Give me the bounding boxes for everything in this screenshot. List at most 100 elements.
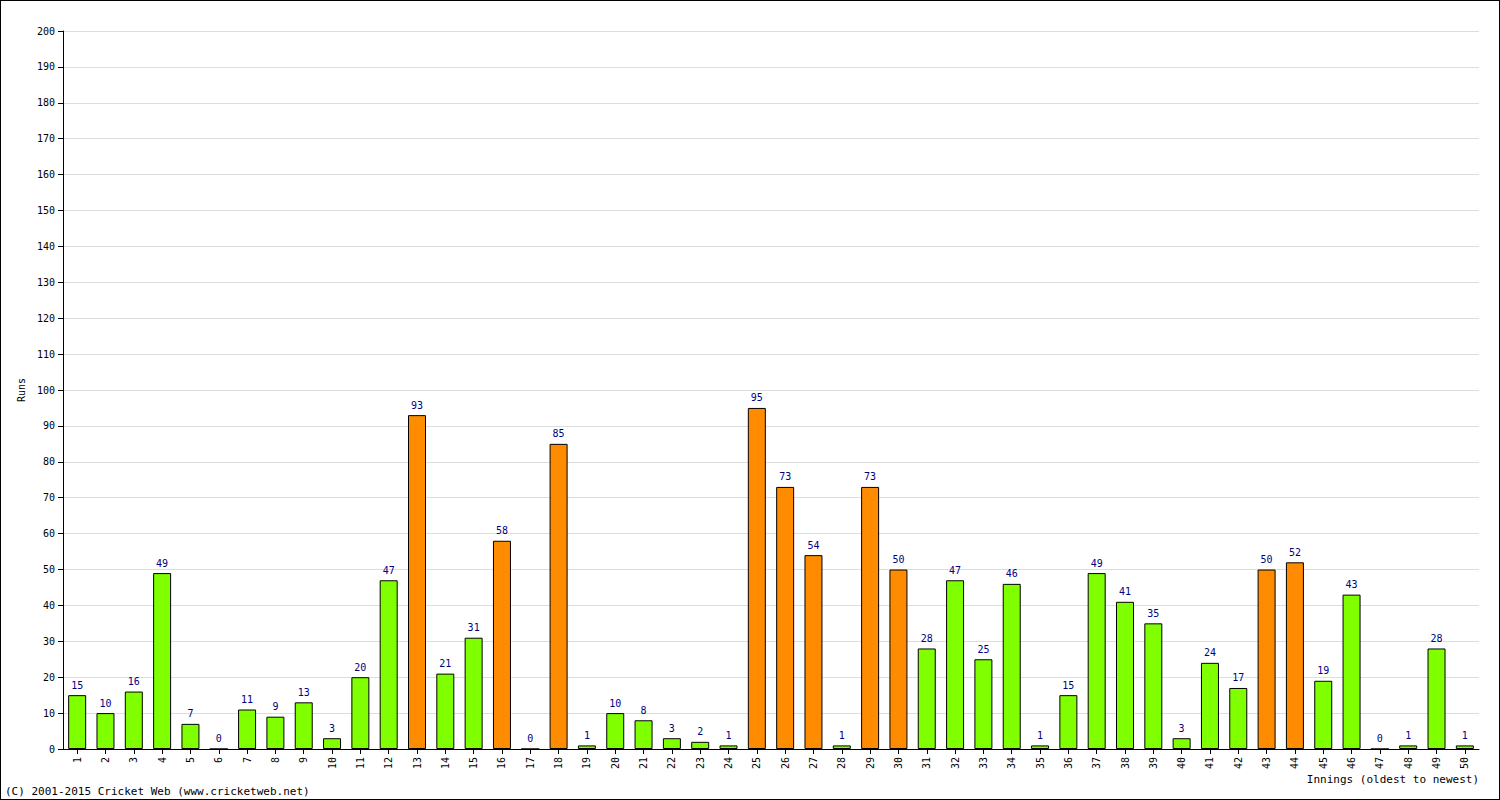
svg-text:12: 12 xyxy=(383,757,394,769)
svg-text:20: 20 xyxy=(354,662,366,673)
svg-text:Runs: Runs xyxy=(16,378,27,402)
svg-text:Innings (oldest to newest): Innings (oldest to newest) xyxy=(1307,773,1479,786)
svg-text:1: 1 xyxy=(1037,730,1043,741)
svg-text:3: 3 xyxy=(1179,723,1185,734)
svg-text:58: 58 xyxy=(496,525,508,536)
svg-text:70: 70 xyxy=(43,492,55,503)
svg-text:6: 6 xyxy=(213,757,224,763)
svg-text:30: 30 xyxy=(893,757,904,769)
svg-text:28: 28 xyxy=(836,757,847,769)
svg-text:31: 31 xyxy=(921,757,932,769)
svg-text:45: 45 xyxy=(1318,757,1329,769)
svg-text:46: 46 xyxy=(1006,568,1018,579)
svg-text:0: 0 xyxy=(1377,733,1383,744)
svg-text:25: 25 xyxy=(977,644,989,655)
svg-text:7: 7 xyxy=(242,757,253,763)
svg-text:16: 16 xyxy=(128,676,140,687)
svg-text:35: 35 xyxy=(1035,757,1046,769)
svg-text:49: 49 xyxy=(156,558,168,569)
svg-text:25: 25 xyxy=(751,757,762,769)
svg-text:38: 38 xyxy=(1120,757,1131,769)
svg-text:3: 3 xyxy=(128,757,139,763)
svg-text:17: 17 xyxy=(525,757,536,769)
svg-text:47: 47 xyxy=(949,565,961,576)
svg-text:2: 2 xyxy=(100,757,111,763)
svg-text:24: 24 xyxy=(723,757,734,769)
svg-text:93: 93 xyxy=(411,400,423,411)
svg-text:36: 36 xyxy=(1063,757,1074,769)
svg-text:28: 28 xyxy=(921,633,933,644)
svg-text:1: 1 xyxy=(1405,730,1411,741)
svg-text:1: 1 xyxy=(726,730,732,741)
svg-text:4: 4 xyxy=(157,757,168,763)
svg-text:35: 35 xyxy=(1147,608,1159,619)
svg-text:15: 15 xyxy=(71,680,83,691)
svg-text:3: 3 xyxy=(329,723,335,734)
svg-text:60: 60 xyxy=(43,528,55,539)
svg-text:9: 9 xyxy=(298,757,309,763)
svg-text:10: 10 xyxy=(43,708,55,719)
svg-text:41: 41 xyxy=(1119,586,1131,597)
svg-text:11: 11 xyxy=(241,694,253,705)
svg-text:23: 23 xyxy=(695,757,706,769)
svg-text:19: 19 xyxy=(581,757,592,769)
svg-text:48: 48 xyxy=(1403,757,1414,769)
svg-text:1: 1 xyxy=(584,730,590,741)
svg-text:0: 0 xyxy=(49,744,55,755)
svg-text:15: 15 xyxy=(468,757,479,769)
svg-text:49: 49 xyxy=(1431,757,1442,769)
svg-text:(C) 2001-2015 Cricket Web (www: (C) 2001-2015 Cricket Web (www.cricketwe… xyxy=(5,785,310,798)
svg-text:10: 10 xyxy=(99,698,111,709)
svg-text:30: 30 xyxy=(43,636,55,647)
svg-text:44: 44 xyxy=(1289,757,1300,769)
svg-text:8: 8 xyxy=(641,705,647,716)
svg-text:47: 47 xyxy=(383,565,395,576)
svg-text:0: 0 xyxy=(527,733,533,744)
svg-text:140: 140 xyxy=(37,241,55,252)
svg-text:160: 160 xyxy=(37,169,55,180)
svg-text:46: 46 xyxy=(1346,757,1357,769)
svg-text:20: 20 xyxy=(43,672,55,683)
svg-text:85: 85 xyxy=(553,428,565,439)
svg-text:24: 24 xyxy=(1204,647,1216,658)
svg-text:100: 100 xyxy=(37,385,55,396)
svg-text:52: 52 xyxy=(1289,547,1301,558)
svg-text:17: 17 xyxy=(1232,672,1244,683)
svg-text:90: 90 xyxy=(43,420,55,431)
svg-text:200: 200 xyxy=(37,26,55,37)
svg-text:110: 110 xyxy=(37,349,55,360)
svg-text:20: 20 xyxy=(610,757,621,769)
svg-text:50: 50 xyxy=(1459,757,1470,769)
svg-text:73: 73 xyxy=(779,471,791,482)
svg-text:34: 34 xyxy=(1006,757,1017,769)
svg-text:10: 10 xyxy=(609,698,621,709)
svg-text:27: 27 xyxy=(808,757,819,769)
svg-text:190: 190 xyxy=(37,61,55,72)
svg-text:11: 11 xyxy=(355,757,366,769)
svg-text:1: 1 xyxy=(839,730,845,741)
svg-text:80: 80 xyxy=(43,456,55,467)
svg-text:150: 150 xyxy=(37,205,55,216)
svg-text:49: 49 xyxy=(1091,558,1103,569)
svg-text:13: 13 xyxy=(298,687,310,698)
svg-text:16: 16 xyxy=(496,757,507,769)
svg-text:170: 170 xyxy=(37,133,55,144)
svg-text:14: 14 xyxy=(440,757,451,769)
svg-text:50: 50 xyxy=(1261,554,1273,565)
svg-text:19: 19 xyxy=(1317,665,1329,676)
svg-text:73: 73 xyxy=(864,471,876,482)
svg-text:3: 3 xyxy=(669,723,675,734)
svg-text:10: 10 xyxy=(327,757,338,769)
svg-text:42: 42 xyxy=(1233,757,1244,769)
svg-text:47: 47 xyxy=(1374,757,1385,769)
svg-text:40: 40 xyxy=(1176,757,1187,769)
svg-text:180: 180 xyxy=(37,97,55,108)
svg-text:130: 130 xyxy=(37,277,55,288)
svg-text:40: 40 xyxy=(43,600,55,611)
svg-text:21: 21 xyxy=(439,658,451,669)
svg-text:8: 8 xyxy=(270,757,281,763)
svg-text:95: 95 xyxy=(751,392,763,403)
svg-text:54: 54 xyxy=(807,540,819,551)
svg-text:41: 41 xyxy=(1204,757,1215,769)
svg-text:50: 50 xyxy=(43,564,55,575)
